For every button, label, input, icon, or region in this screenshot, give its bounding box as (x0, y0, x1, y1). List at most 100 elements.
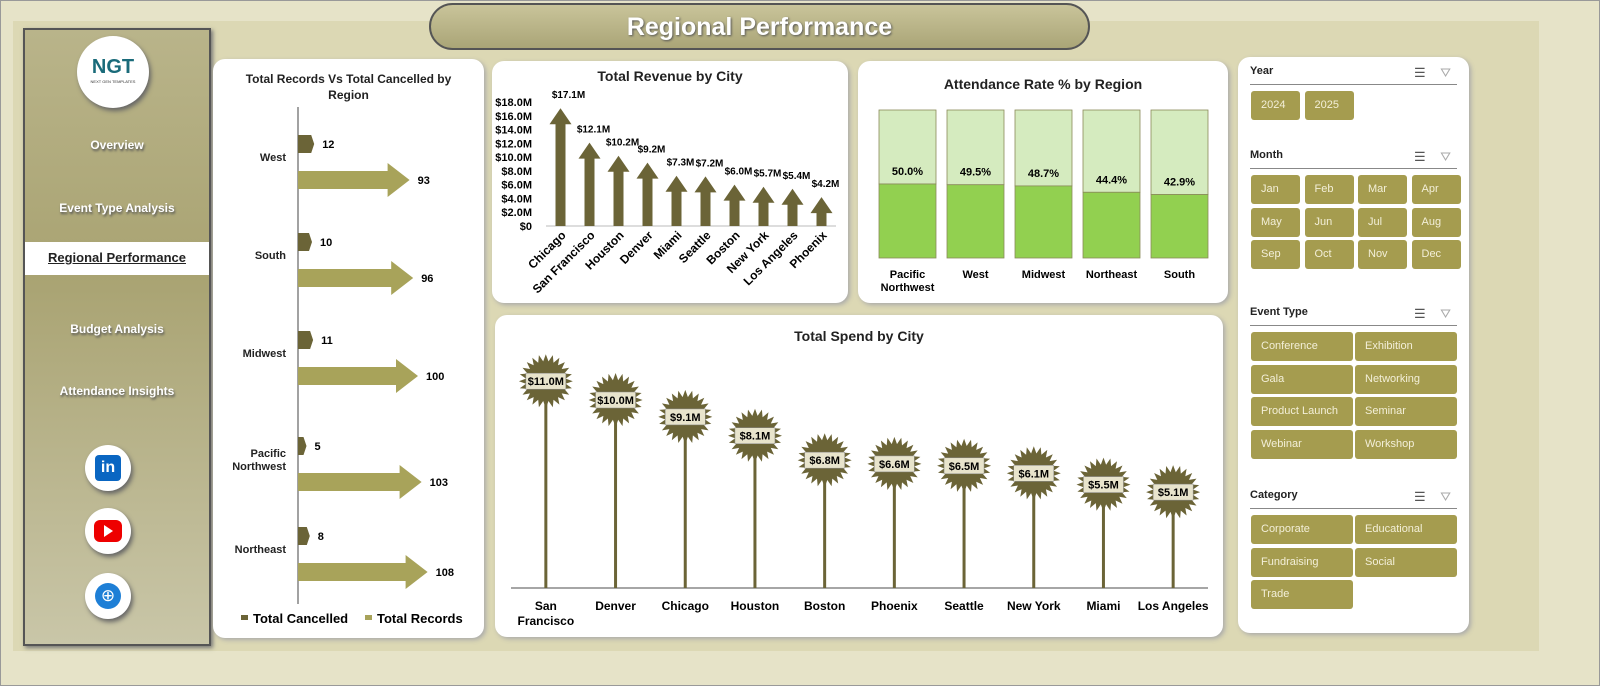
slicer-item-dec[interactable]: Dec (1411, 240, 1461, 269)
youtube-button[interactable] (85, 508, 131, 554)
data-label: 103 (430, 477, 448, 489)
slicer-item-product-launch[interactable]: Product Launch (1251, 397, 1353, 426)
chart-title: Total Records Vs Total Cancelled by Regi… (245, 72, 452, 102)
records-arrow (298, 163, 410, 197)
clear-filter-icon[interactable]: ⛛ (1440, 149, 1451, 164)
bar-attendance (1014, 185, 1073, 259)
records-chart: West 12 93 South 10 96 Midwest 11 100 Pacific Nort… (232, 107, 463, 626)
nav-regional-performance[interactable]: Regional Performance (25, 242, 209, 275)
category-label: Pacific Northwest (232, 448, 286, 473)
x-tick-label: South (1164, 269, 1195, 281)
slicer-item-conference[interactable]: Conference (1251, 332, 1353, 361)
cancelled-bar (298, 527, 310, 545)
slicer-item-apr[interactable]: Apr (1411, 175, 1461, 204)
slicer-item-social[interactable]: Social (1355, 547, 1457, 577)
data-label: $9.1M (670, 412, 701, 424)
slicer-item-mar[interactable]: Mar (1358, 175, 1407, 204)
records-arrow (298, 261, 414, 295)
slicer-item-trade[interactable]: Trade (1251, 580, 1353, 609)
cancelled-bar (298, 233, 312, 251)
slicer-item-2024[interactable]: 2024 (1251, 91, 1300, 120)
spend-card: Total Spend by City $11.0M San Francisco $1… (495, 315, 1223, 637)
nav-overview[interactable]: Overview (90, 138, 144, 152)
data-label: $4.2M (812, 179, 840, 190)
label-box (1083, 476, 1124, 493)
data-label: 50.0% (892, 166, 923, 178)
multi-select-icon[interactable]: ☰ (1413, 306, 1426, 321)
slicer-item-exhibition[interactable]: Exhibition (1355, 332, 1457, 361)
slicer-item-fundraising[interactable]: Fundraising (1251, 547, 1353, 577)
data-label: $7.2M (696, 158, 724, 169)
x-tick-label: Pacific Northwest (881, 269, 935, 294)
multi-select-icon[interactable]: ☰ (1413, 489, 1426, 504)
slicer-item-jan[interactable]: Jan (1251, 175, 1300, 204)
slicer-item-feb[interactable]: Feb (1304, 175, 1354, 204)
clear-filter-icon[interactable]: ⛛ (1440, 65, 1451, 80)
slicer-item-networking[interactable]: Networking (1355, 364, 1457, 394)
data-label: $5.7M (754, 169, 782, 180)
slicer-item-2025[interactable]: 2025 (1304, 91, 1354, 120)
x-tick-label: Miami (1086, 599, 1120, 613)
slicer-title: Month (1250, 149, 1283, 161)
page-title: Regional Performance (429, 3, 1090, 50)
label-box (1152, 483, 1194, 501)
slicer-item-seminar[interactable]: Seminar (1355, 397, 1457, 426)
multi-select-icon[interactable]: ☰ (1413, 65, 1426, 80)
x-tick-label: Los Angeles (1138, 599, 1209, 613)
cancelled-bar (298, 135, 315, 153)
slicer-item-nov[interactable]: Nov (1358, 240, 1407, 269)
revenue-arrow (549, 108, 572, 226)
y-tick-label: $6.0M (501, 180, 532, 192)
y-tick-label: $16.0M (495, 111, 532, 123)
bar-remaining (878, 109, 937, 185)
slicer-title: Category (1250, 489, 1298, 501)
x-tick-label: San Francisco (517, 599, 574, 628)
data-label: 108 (436, 567, 454, 579)
slicer-header: Category ☰ ⛛ (1250, 489, 1457, 509)
clear-filter-icon[interactable]: ⛛ (1440, 489, 1451, 504)
slicer-item-aug[interactable]: Aug (1411, 207, 1461, 237)
data-label: $5.5M (1088, 480, 1119, 492)
website-button[interactable]: ⊕ (85, 573, 131, 619)
clear-filter-icon[interactable]: ⛛ (1440, 306, 1451, 321)
data-label: $6.6M (879, 459, 910, 471)
y-tick-label: $10.0M (495, 152, 532, 164)
data-label: 10 (320, 237, 332, 249)
label-box (943, 457, 985, 475)
nav-attendance-insights[interactable]: Attendance Insights (59, 384, 175, 398)
data-label: 12 (322, 139, 334, 151)
y-tick-label: $14.0M (495, 125, 532, 137)
revenue-card: Total Revenue by City $0 $2.0M $4.0M $6.0M $… (492, 61, 848, 303)
slicer-item-jul[interactable]: Jul (1358, 207, 1407, 237)
x-tick-label: Denver (617, 228, 656, 267)
nav-budget-analysis[interactable]: Budget Analysis (70, 322, 164, 336)
records-arrow (298, 555, 428, 589)
revenue-arrow (723, 184, 746, 226)
data-label: 48.7% (1028, 168, 1059, 180)
slicer-item-webinar[interactable]: Webinar (1251, 429, 1353, 459)
nav-event-type-analysis[interactable]: Event Type Analysis (59, 201, 175, 215)
slicer-item-gala[interactable]: Gala (1251, 364, 1353, 394)
chart-title: Total Spend by City (794, 328, 924, 344)
label-box (804, 451, 845, 469)
slicer-item-may[interactable]: May (1251, 207, 1300, 237)
slicer-item-corporate[interactable]: Corporate (1251, 515, 1353, 544)
slicer-item-sep[interactable]: Sep (1251, 240, 1300, 269)
data-label: $6.0M (725, 167, 753, 178)
legend-label: Total Records (377, 611, 463, 626)
x-tick-label: Northeast (1086, 269, 1138, 281)
data-label: 8 (318, 531, 324, 543)
slicer-item-oct[interactable]: Oct (1304, 240, 1354, 269)
bar-remaining (946, 109, 1005, 186)
slicer-panel: Year ☰ ⛛ 2024 2025 Month ☰ ⛛ Jan Feb Mar Apr May Ju… (1238, 57, 1469, 633)
multi-select-icon[interactable]: ☰ (1413, 149, 1426, 164)
data-label: 11 (321, 335, 333, 347)
slicer-item-workshop[interactable]: Workshop (1355, 429, 1457, 459)
data-label: $12.1M (577, 125, 610, 136)
slicer-item-educational[interactable]: Educational (1355, 515, 1457, 544)
bar-attendance (1150, 194, 1209, 259)
linkedin-button[interactable]: in (85, 445, 131, 491)
slicer-item-jun[interactable]: Jun (1304, 207, 1354, 237)
globe-icon: ⊕ (95, 583, 121, 609)
spend-chart: $11.0M San Francisco $10.0M Denver $9.1M Chica… (511, 354, 1209, 628)
